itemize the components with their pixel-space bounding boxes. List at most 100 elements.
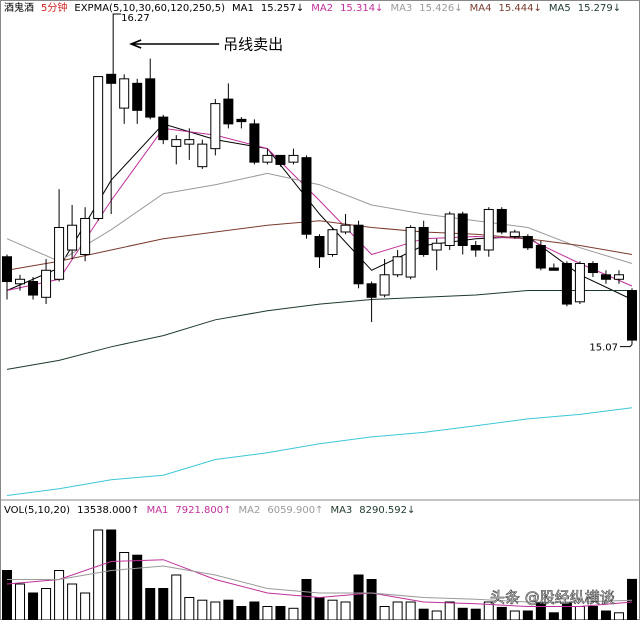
candle-body	[470, 244, 481, 251]
candle-body	[275, 154, 286, 165]
volume-bar	[509, 610, 520, 620]
volume-header: VOL(5,10,20) 13538.000↑ MA1 7921.800↑ MA2 605…	[4, 505, 415, 516]
candle-body	[93, 76, 104, 219]
candle-body	[171, 139, 182, 147]
candle-body	[418, 226, 429, 256]
legend-value: 6059.900↑	[267, 505, 323, 516]
volume-bar	[236, 606, 247, 620]
volume-bar	[587, 606, 598, 620]
volume-bar	[470, 608, 481, 620]
candle-body	[210, 103, 221, 150]
candle-body	[54, 226, 65, 280]
candle-body	[145, 78, 156, 118]
candle-body	[548, 267, 559, 271]
volume-bar	[67, 583, 78, 620]
volume-bar	[132, 554, 143, 620]
volume-bar	[288, 607, 299, 620]
volume-bar	[366, 579, 377, 620]
candle-body	[119, 78, 130, 109]
candle-body	[197, 143, 208, 168]
candle-body	[535, 244, 546, 269]
volume-bar	[418, 608, 429, 620]
volume-bar	[158, 588, 169, 620]
volume-bar	[314, 597, 325, 620]
indicator-line	[6, 290, 632, 370]
legend-name: MA3	[330, 505, 352, 516]
stock-name: 酒鬼酒	[4, 1, 34, 14]
volume-bar	[262, 606, 273, 620]
candle-body	[353, 224, 364, 285]
candle-body	[613, 274, 624, 280]
legend-value: 15.444↓	[499, 3, 542, 14]
volume-bar	[327, 599, 338, 620]
indicator-line	[6, 172, 633, 264]
candle-body	[288, 154, 299, 163]
legend-name: MA1	[147, 505, 169, 516]
candle-body	[483, 208, 494, 251]
indicator: EXPMA(5,10,30,60,120,250,5)	[74, 3, 225, 14]
legend-name: MA2	[239, 505, 261, 516]
volume-bar	[275, 606, 286, 620]
candle-body	[2, 256, 12, 283]
indicator-line	[6, 559, 633, 607]
candle-body	[249, 123, 260, 163]
indicator-line	[7, 565, 633, 603]
candle-body	[522, 235, 533, 249]
volume-bar	[41, 588, 52, 620]
candle-body	[509, 231, 520, 237]
volume-bar	[600, 610, 611, 620]
candle-body	[314, 235, 325, 258]
candle-body	[431, 242, 442, 251]
annotation-note: 吊线卖出	[223, 36, 283, 54]
volume-bar	[431, 610, 442, 620]
volume-bar	[54, 570, 65, 620]
volume-bar	[353, 574, 364, 620]
candle-body	[28, 281, 39, 296]
volume-bar	[483, 601, 494, 620]
volume-bar	[496, 606, 507, 620]
legend-name: MA5	[549, 3, 571, 14]
legend-value: 15.314↓	[340, 3, 383, 14]
candle-body	[561, 263, 572, 305]
candle-body	[184, 139, 195, 145]
candle-body	[392, 256, 403, 276]
legend-name: MA2	[311, 3, 333, 14]
volume-bar	[444, 601, 455, 620]
candle-body	[444, 213, 455, 246]
candle-body	[15, 278, 26, 285]
volume-bar	[145, 588, 156, 620]
candle-body	[106, 73, 117, 84]
annotation-value: 15.07	[589, 343, 618, 354]
volume-bar	[197, 599, 208, 620]
candle-body	[340, 224, 351, 233]
candle-body	[587, 263, 598, 274]
volume-bar	[249, 601, 260, 620]
indicator-line	[6, 407, 633, 496]
volume-bar	[184, 597, 195, 620]
watermark: 头条 @股经纵横谈	[490, 589, 615, 607]
annotation-leader	[112, 13, 122, 75]
candle-body	[379, 274, 390, 296]
candle-body	[132, 82, 143, 111]
candle-body	[41, 269, 52, 298]
volume-bar	[2, 570, 12, 620]
volume-bar	[548, 612, 559, 620]
candle-body	[223, 98, 234, 125]
candle-body	[574, 263, 585, 303]
legend-value: 7921.800↑	[175, 505, 231, 516]
candle-body	[262, 154, 273, 163]
legend-name: MA3	[390, 3, 412, 14]
volume-bar	[627, 578, 637, 620]
volume-title: VOL(5,10,20)	[4, 505, 70, 516]
volume-bar	[80, 592, 91, 620]
volume-bar	[457, 607, 468, 620]
legend-value: 15.426↓	[419, 3, 462, 14]
price-header: 酒鬼酒 5分钟 EXPMA(5,10,30,60,120,250,5) MA1 15.2…	[4, 1, 621, 14]
volume-bar	[106, 529, 117, 620]
annotation-leader	[620, 344, 633, 348]
volume-bar	[522, 610, 533, 620]
volume-bar	[301, 579, 312, 620]
legend-value: 13538.000↑	[77, 505, 139, 516]
volume-bar	[15, 583, 26, 620]
